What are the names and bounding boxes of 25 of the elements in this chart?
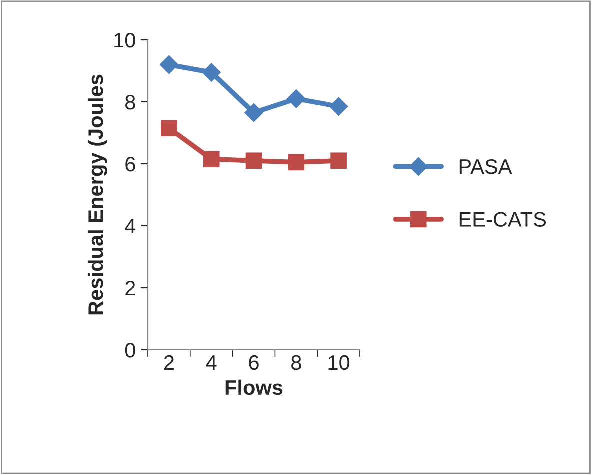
point (244, 103, 264, 122)
legend-label: EE-CATS (460, 212, 546, 227)
y-tick-label: 2 (126, 281, 136, 296)
point (330, 152, 347, 170)
x-tick-label: 2 (164, 355, 174, 370)
x-tick-label: 10 (328, 355, 350, 370)
x-tick-label: 4 (206, 356, 217, 370)
y-axis-title: Residual Energy (Joules (88, 74, 108, 315)
point (160, 55, 179, 74)
y-tick-label: 0 (125, 343, 136, 358)
x-tick-label: 8 (292, 355, 302, 370)
y-tick-label: 8 (126, 95, 136, 110)
y-tick-label: 4 (125, 219, 136, 234)
point (161, 120, 178, 137)
y-tick-label: 10 (114, 33, 136, 48)
point (287, 90, 306, 108)
y-tick-label: 6 (126, 157, 136, 172)
x-tick-label: 6 (249, 355, 259, 370)
point (329, 97, 348, 116)
legend-label: PASA (460, 159, 512, 174)
x-axis-title: Flows (226, 380, 283, 396)
point (202, 63, 221, 82)
point (203, 151, 220, 168)
point (246, 152, 262, 170)
point (288, 154, 305, 171)
